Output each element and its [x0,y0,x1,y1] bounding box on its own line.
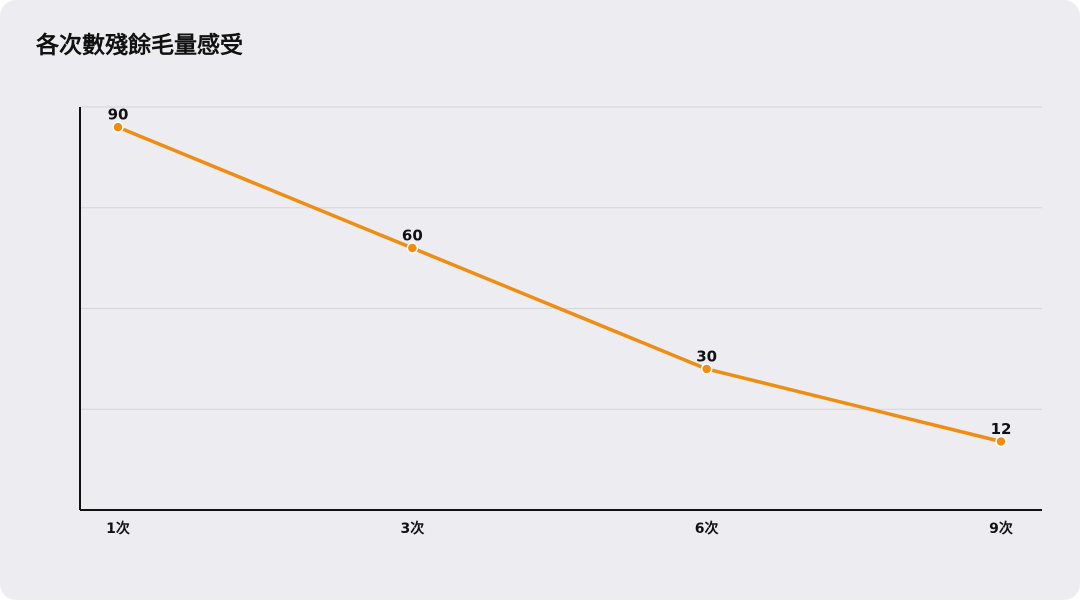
x-tick-label: 6次 [695,520,719,537]
x-tick-label: 1次 [106,520,130,537]
x-tick-label: 3次 [400,520,424,537]
point [406,242,419,254]
point [995,435,1007,448]
data-label: 90 [108,106,129,124]
x-tick-label: 9次 [989,520,1013,537]
data-label: 30 [696,347,717,365]
point [112,121,124,133]
data-label: 60 [402,227,423,245]
data-label: 12 [991,420,1012,438]
point [700,363,713,375]
chart-title: 各次數殘餘毛量感受 [35,32,243,59]
line [117,125,1002,444]
